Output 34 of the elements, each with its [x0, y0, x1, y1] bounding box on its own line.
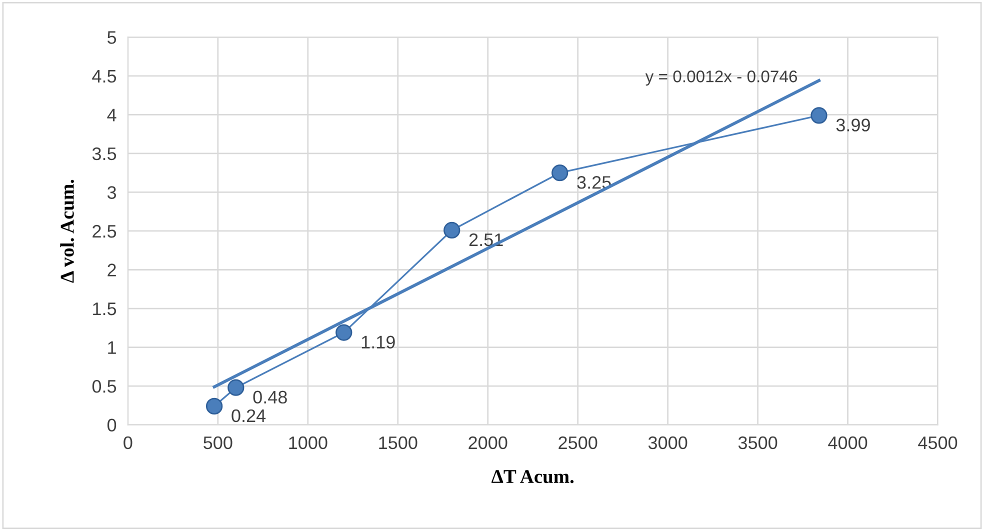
- data-label: 3.99: [836, 118, 870, 132]
- y-tick-label: 5: [107, 31, 116, 44]
- y-tick-label: 0: [107, 418, 116, 432]
- y-tick-label: 3.5: [92, 147, 116, 160]
- x-tick-label: 1000: [289, 436, 328, 450]
- x-tick-label: 2500: [558, 436, 598, 450]
- point: [206, 398, 223, 415]
- y-tick-label: 2: [108, 264, 116, 276]
- y-tick-label: 2.5: [92, 224, 116, 238]
- x-tick-label: 3500: [738, 436, 778, 450]
- point: [551, 164, 568, 182]
- point: [810, 107, 828, 124]
- x-tick-label: 500: [204, 436, 232, 450]
- data-label: 0.24: [232, 409, 266, 422]
- y-tick-label: 1.5: [93, 302, 116, 316]
- x-tick-label: 2000: [468, 436, 508, 450]
- x-tick-label: 4500: [918, 436, 958, 450]
- x-axis-title: ΔT Acum.: [492, 470, 574, 484]
- x-tick-label: 0: [124, 436, 132, 450]
- data-label: 1.19: [362, 336, 395, 348]
- point: [444, 222, 460, 239]
- annotation: y = 0.0012x - 0.0746: [645, 70, 798, 86]
- y-tick-label: 4.5: [92, 70, 116, 83]
- y-axis-title: Δ vol. Acum.: [60, 180, 74, 283]
- y-tick-label: 1: [108, 341, 116, 354]
- y-tick-label: 4: [107, 108, 116, 122]
- point: [336, 324, 352, 341]
- x-tick-label: 4000: [828, 436, 868, 450]
- y-tick-label: 0.5: [92, 380, 116, 393]
- x-tick-label: 3000: [648, 436, 688, 450]
- x-tick-label: 1500: [379, 436, 418, 450]
- data-label: 0.48: [253, 390, 287, 404]
- y-tick-label: 3: [107, 186, 116, 199]
- point: [228, 379, 244, 396]
